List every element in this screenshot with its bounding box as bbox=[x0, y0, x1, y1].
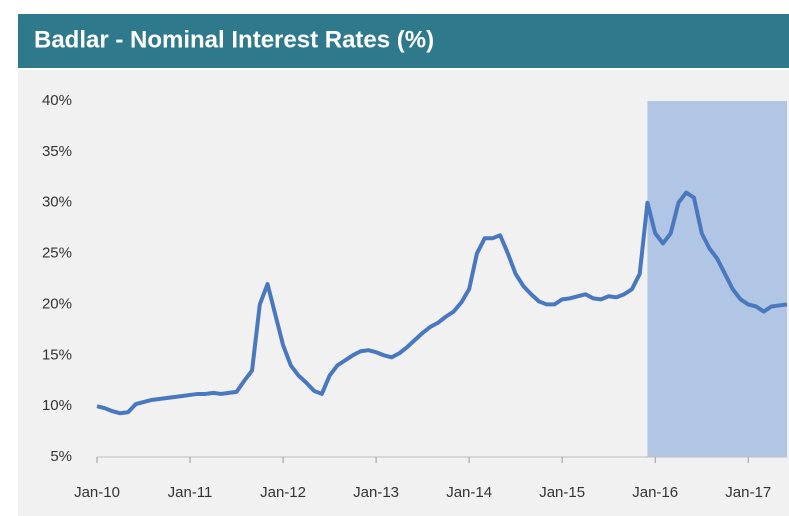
highlight-band bbox=[647, 101, 787, 457]
x-tick-label: Jan-14 bbox=[446, 484, 492, 501]
y-tick-label: 20% bbox=[42, 295, 72, 312]
data-line bbox=[96, 190, 788, 416]
y-tick-label: 40% bbox=[42, 92, 72, 109]
y-tick-label: 30% bbox=[42, 194, 72, 211]
x-tick-label: Jan-10 bbox=[74, 484, 120, 501]
x-tick-label: Jan-16 bbox=[632, 484, 678, 501]
header-bar bbox=[18, 14, 789, 68]
x-tick-label: Jan-11 bbox=[168, 484, 213, 501]
x-tick-label: Jan-15 bbox=[539, 484, 585, 501]
y-tick-label: 10% bbox=[42, 397, 72, 414]
y-tick-label: 15% bbox=[42, 346, 72, 363]
y-tick-label: 35% bbox=[42, 143, 72, 160]
y-tick-label: 5% bbox=[50, 448, 72, 465]
y-tick-label: 25% bbox=[42, 245, 72, 262]
chart-title: Badlar - Nominal Interest Rates (%) bbox=[34, 26, 434, 53]
x-tick-label: Jan-13 bbox=[353, 484, 399, 501]
x-tick-label: Jan-17 bbox=[725, 484, 771, 501]
x-tick-label: Jan-12 bbox=[260, 484, 306, 501]
